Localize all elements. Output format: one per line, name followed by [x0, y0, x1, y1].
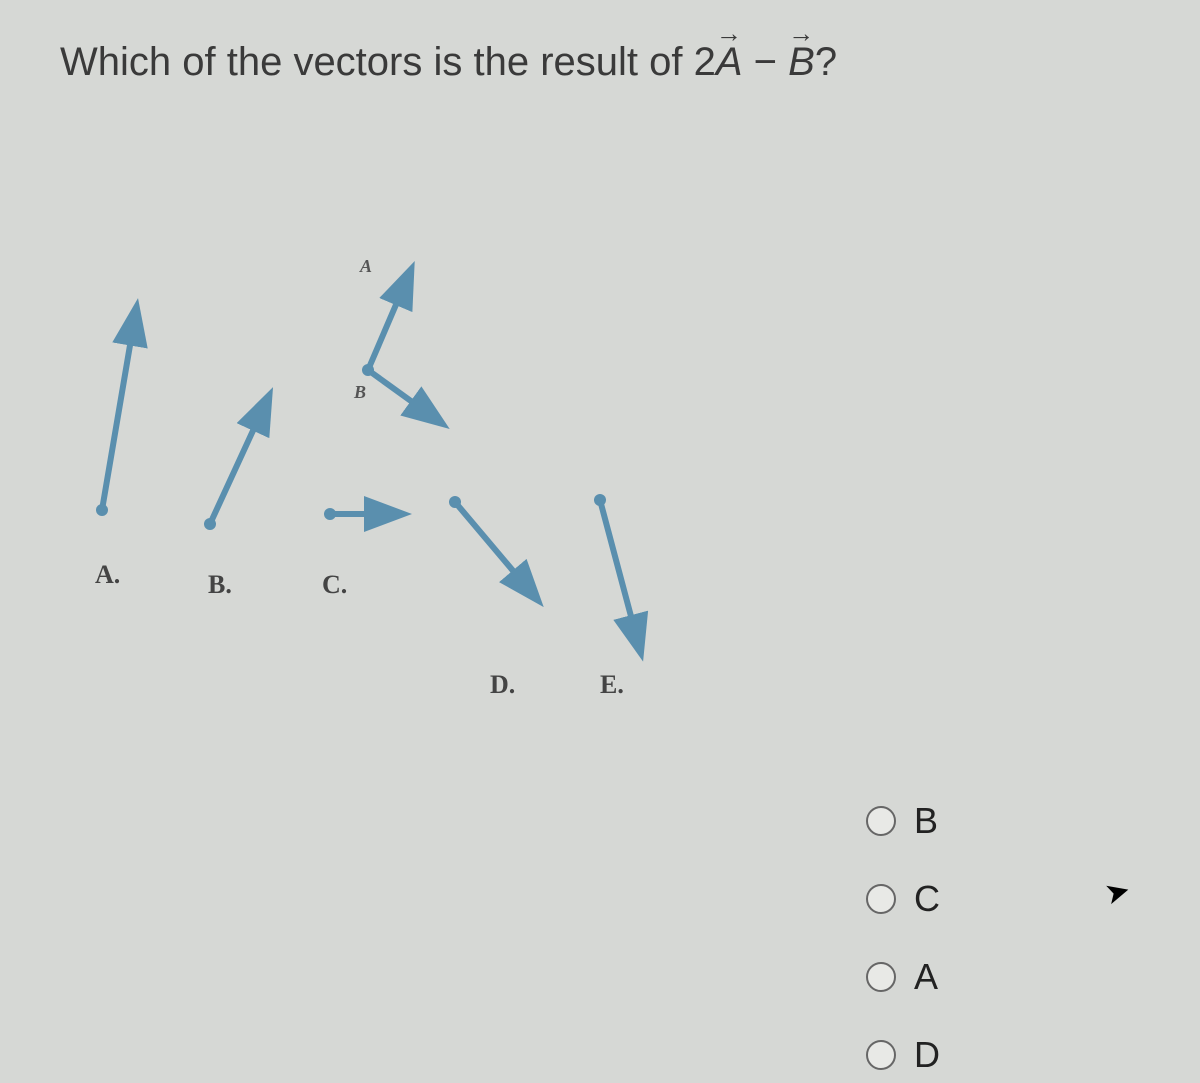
radio-icon [866, 962, 896, 992]
vector-a-line [102, 310, 136, 510]
option-label: A [914, 956, 938, 998]
option-b[interactable]: B [866, 800, 940, 842]
radio-icon [866, 884, 896, 914]
cursor-icon: ➤ [1101, 872, 1134, 912]
diagram-label-d: D. [490, 670, 515, 700]
diagram-label-e: E. [600, 670, 624, 700]
reference-label-b: B [354, 382, 366, 403]
diagram-label-a: A. [95, 560, 120, 590]
radio-icon [866, 1040, 896, 1070]
option-a[interactable]: A [866, 956, 940, 998]
vector-d-line [455, 502, 536, 598]
vector-b-origin [204, 518, 216, 530]
vector-a-symbol: A [716, 40, 743, 85]
vector-a-line [368, 272, 410, 370]
option-label: C [914, 878, 940, 920]
question-text: Which of the vectors is the result of 2A… [60, 40, 837, 85]
diagram-label-c: C. [322, 570, 347, 600]
option-c[interactable]: C [866, 878, 940, 920]
vector-b-line [210, 398, 268, 524]
question-middle: − [743, 40, 789, 84]
reference-label-a: A [360, 256, 372, 277]
diagram-label-b: B. [208, 570, 232, 600]
answer-options: B C A D [866, 800, 940, 1076]
option-label: B [914, 800, 938, 842]
vector-d-origin [449, 496, 461, 508]
vector-c-origin [324, 508, 336, 520]
option-d[interactable]: D [866, 1034, 940, 1076]
vector-b-line [368, 370, 440, 422]
vector-diagram: A. B. C. D. E. A B [60, 250, 760, 750]
vector-b-symbol: B [788, 40, 815, 85]
vector-e-origin [594, 494, 606, 506]
vector-e-line [600, 500, 640, 650]
question-suffix: ? [815, 40, 837, 84]
diagram-svg [60, 250, 760, 750]
vector-a-origin [96, 504, 108, 516]
option-label: D [914, 1034, 940, 1076]
radio-icon [866, 806, 896, 836]
question-prefix: Which of the vectors is the result of 2 [60, 40, 716, 84]
